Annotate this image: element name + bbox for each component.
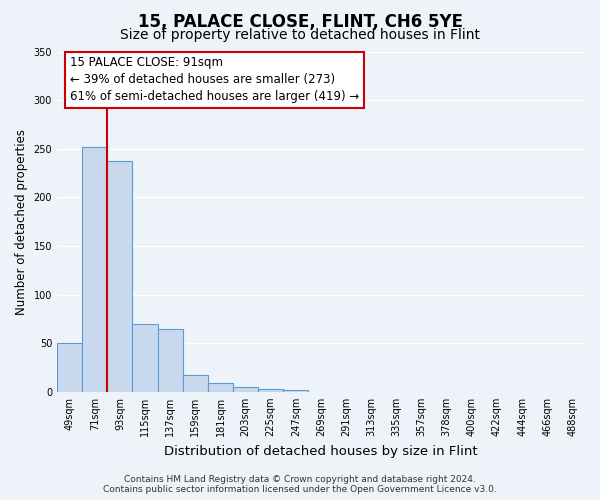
Bar [258, 389, 283, 392]
Bar [57, 343, 82, 392]
Bar [233, 387, 258, 392]
Bar [133, 324, 158, 392]
Text: Contains HM Land Registry data © Crown copyright and database right 2024.: Contains HM Land Registry data © Crown c… [124, 474, 476, 484]
Bar [158, 328, 183, 392]
Bar [107, 162, 133, 392]
Bar [183, 376, 208, 392]
Y-axis label: Number of detached properties: Number of detached properties [15, 128, 28, 314]
Bar [82, 147, 107, 392]
Bar [208, 383, 233, 392]
Text: Contains public sector information licensed under the Open Government Licence v3: Contains public sector information licen… [103, 484, 497, 494]
Text: 15, PALACE CLOSE, FLINT, CH6 5YE: 15, PALACE CLOSE, FLINT, CH6 5YE [137, 12, 463, 30]
X-axis label: Distribution of detached houses by size in Flint: Distribution of detached houses by size … [164, 444, 478, 458]
Text: Size of property relative to detached houses in Flint: Size of property relative to detached ho… [120, 28, 480, 42]
Bar [283, 390, 308, 392]
Text: 15 PALACE CLOSE: 91sqm
← 39% of detached houses are smaller (273)
61% of semi-de: 15 PALACE CLOSE: 91sqm ← 39% of detached… [70, 56, 359, 104]
